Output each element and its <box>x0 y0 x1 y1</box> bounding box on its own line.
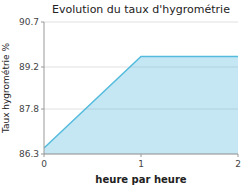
x-tick-label: 1 <box>138 159 144 169</box>
x-tick-label: 0 <box>41 159 47 169</box>
plot-area <box>44 57 238 155</box>
y-tick-label: 89.2 <box>19 62 39 72</box>
x-tick-label: 2 <box>235 159 241 169</box>
x-axis-line <box>44 154 238 155</box>
y-axis: 86.3 87.8 89.2 90.7 <box>19 17 238 159</box>
chart-container: 86.3 87.8 89.2 90.7 0 1 2 Evolution du taux d'h… <box>0 0 250 188</box>
y-tick-label: 90.7 <box>19 17 39 27</box>
y-axis-line <box>44 22 45 154</box>
y-tick-label: 86.3 <box>19 149 39 159</box>
title: Evolution du taux d'hygrométrie <box>52 3 230 16</box>
area-fill <box>44 57 238 155</box>
chart-svg: 86.3 87.8 89.2 90.7 0 1 2 Evolution du taux d'h… <box>0 0 250 188</box>
area-line <box>44 57 238 149</box>
grid-line <box>44 154 238 155</box>
y-tick-label: 87.8 <box>19 104 39 114</box>
y-axis-label: Taux hygrométrie % <box>1 42 11 134</box>
x-axis: 0 1 2 <box>41 154 241 169</box>
grid-line <box>44 22 238 23</box>
x-axis-label: heure par heure <box>95 174 186 185</box>
